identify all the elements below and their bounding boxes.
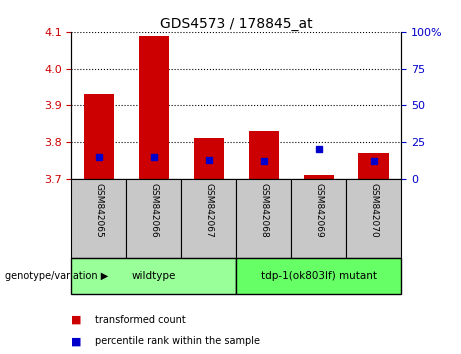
Bar: [71, 179, 126, 258]
Bar: [236, 258, 401, 294]
Bar: [303, 175, 334, 179]
Bar: [84, 94, 114, 179]
Text: GSM842065: GSM842065: [95, 183, 103, 238]
Text: ■: ■: [71, 336, 82, 346]
Bar: [248, 131, 279, 179]
Text: GSM842068: GSM842068: [259, 183, 268, 238]
Text: GSM842067: GSM842067: [204, 183, 213, 238]
Text: transformed count: transformed count: [95, 315, 185, 325]
Bar: [194, 138, 224, 179]
Bar: [71, 258, 236, 294]
Text: GSM842066: GSM842066: [149, 183, 159, 238]
Text: tdp-1(ok803lf) mutant: tdp-1(ok803lf) mutant: [260, 271, 377, 281]
Bar: [139, 35, 169, 179]
Bar: [236, 179, 291, 258]
Text: genotype/variation ▶: genotype/variation ▶: [5, 271, 108, 281]
Bar: [359, 153, 389, 179]
Bar: [346, 179, 401, 258]
Title: GDS4573 / 178845_at: GDS4573 / 178845_at: [160, 17, 313, 31]
Bar: [126, 179, 181, 258]
Text: GSM842070: GSM842070: [369, 183, 378, 238]
Text: GSM842069: GSM842069: [314, 183, 323, 238]
Text: ■: ■: [71, 315, 82, 325]
Bar: [181, 179, 236, 258]
Bar: [291, 179, 346, 258]
Text: percentile rank within the sample: percentile rank within the sample: [95, 336, 260, 346]
Text: wildtype: wildtype: [132, 271, 176, 281]
